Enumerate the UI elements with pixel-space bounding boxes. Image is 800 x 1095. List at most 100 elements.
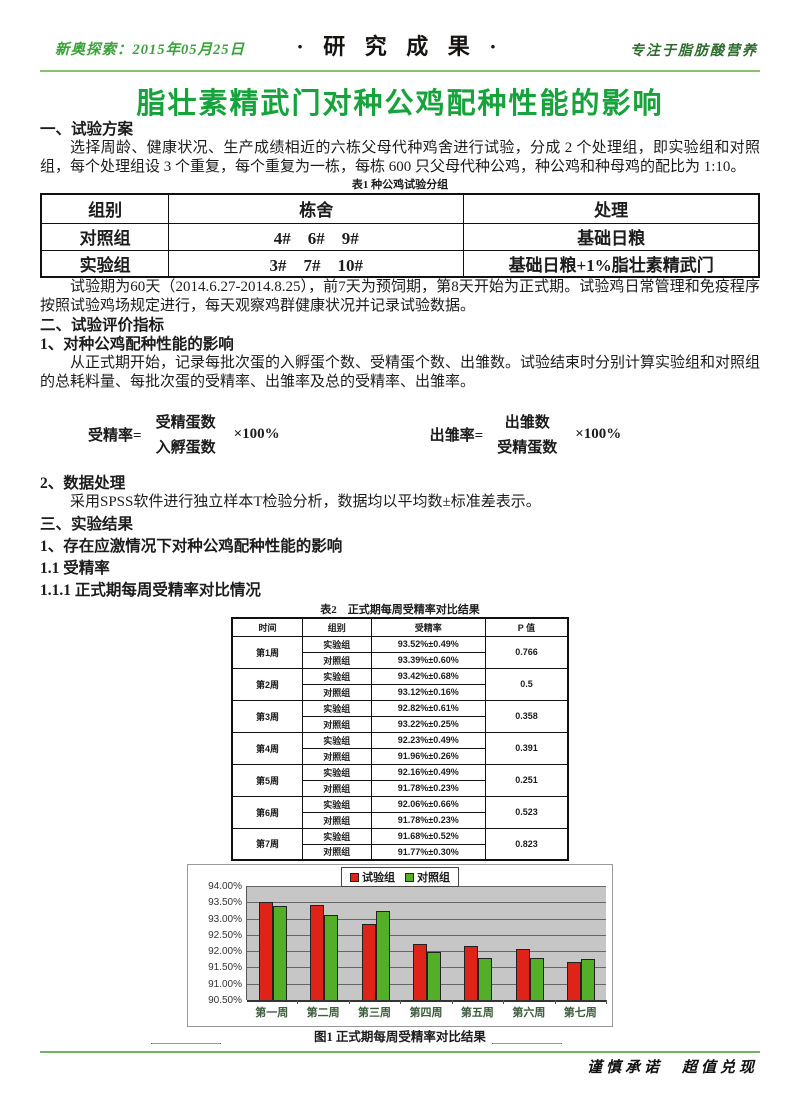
legend-swatch-green bbox=[405, 872, 414, 882]
group-cell: 对照组 bbox=[302, 747, 372, 765]
heading-3-1: 1、存在应激情况下对种公鸡配种性能的影响 bbox=[40, 538, 343, 555]
table1-header-group: 组别 bbox=[40, 193, 170, 224]
table-row: 对照组 91.77%±0.30% bbox=[232, 843, 568, 861]
table2-header-group: 组别 bbox=[302, 617, 372, 637]
heading-3-1-1: 1.1 受精率 bbox=[40, 560, 110, 577]
table-row: 时间 组别 受精率 P 值 bbox=[231, 617, 569, 637]
bar-试验组-第四周 bbox=[413, 943, 427, 1000]
x-axis-tick bbox=[297, 1000, 299, 1004]
bar-对照组-第二周 bbox=[324, 914, 339, 1000]
y-axis-tick-label: 91.00% bbox=[208, 978, 242, 990]
pvalue-cell: 0.391 bbox=[484, 731, 569, 765]
legend-item-experimental: 试验组 bbox=[350, 869, 395, 885]
paragraph-spss: 采用SPSS软件进行独立样本T检验分析，数据均以平均数±标准差表示。 bbox=[70, 494, 541, 510]
heading-3-1-1-1: 1.1.1 正式期每周受精率对比情况 bbox=[40, 582, 261, 599]
group-cell: 实验组 bbox=[302, 667, 372, 685]
bar-试验组-第一周 bbox=[258, 901, 273, 1000]
formula-rhs: ×100% bbox=[575, 425, 622, 442]
legend-item-control: 对照组 bbox=[405, 869, 450, 885]
table-row: 第6周 实验组 92.06%±0.66% 0.523 bbox=[231, 795, 569, 829]
page-title: 脂壮素精武门对种公鸡配种性能的影响 bbox=[136, 88, 664, 120]
bar-试验组-第三周 bbox=[361, 924, 376, 1000]
header-date-brand: 新奥探索：2015年05月25日 bbox=[55, 42, 245, 58]
x-axis-tick bbox=[348, 1000, 350, 1004]
rate-cell: 91.77%±0.30% bbox=[370, 843, 486, 861]
group-cell: 实验组 bbox=[302, 635, 372, 653]
pvalue-cell: 0.5 bbox=[484, 667, 569, 701]
table-row: 组别 栋舍 处理 bbox=[40, 193, 760, 224]
formula-denominator: 受精蛋数 bbox=[497, 440, 558, 456]
table1-cell: 基础日粮+1%脂壮素精武门 bbox=[463, 249, 760, 278]
rate-cell: 92.16%±0.49% bbox=[370, 763, 486, 781]
table-row: 实验组 3# 7# 10# 基础日粮+1%脂壮素精武门 bbox=[40, 249, 760, 278]
table-row: 对照组 91.78%±0.23% bbox=[232, 779, 568, 797]
bar-对照组-第三周 bbox=[375, 911, 390, 1000]
group-cell: 实验组 bbox=[302, 763, 372, 781]
gridline bbox=[247, 1000, 606, 1002]
rate-cell: 93.22%±0.25% bbox=[370, 715, 486, 733]
table1-cell: 实验组 bbox=[40, 249, 170, 278]
x-axis-tick bbox=[400, 1000, 402, 1004]
x-axis-tick bbox=[554, 1000, 556, 1004]
rate-cell: 91.78%±0.23% bbox=[370, 811, 486, 829]
table1-header-house: 栋舍 bbox=[168, 193, 465, 224]
table-weekly-fertilization: 时间 组别 受精率 P 值 第1周 实验组 93.52%±0.49% 0.766… bbox=[231, 617, 569, 861]
table-row: 第2周 实验组 93.42%±0.68% 0.5 bbox=[231, 667, 569, 701]
pvalue-cell: 0.358 bbox=[484, 699, 569, 733]
table2-header-time: 时间 bbox=[231, 617, 304, 637]
footer-slogan: 谨慎承诺 超值兑现 bbox=[586, 1060, 758, 1076]
formula-numerator: 出雏数 bbox=[504, 415, 550, 431]
heading-2-2: 2、数据处理 bbox=[40, 475, 126, 492]
legend-swatch-red bbox=[350, 872, 359, 882]
week-cell: 第6周 bbox=[231, 795, 304, 829]
figure-caption: 图1 正式期每周受精率对比结果 bbox=[314, 1030, 486, 1044]
bar-对照组-第六周 bbox=[529, 958, 544, 1000]
x-axis-tick-label: 第五周 bbox=[460, 1007, 494, 1019]
group-cell: 对照组 bbox=[302, 683, 372, 701]
pvalue-cell: 0.251 bbox=[484, 763, 569, 797]
formula-rhs: ×100% bbox=[233, 425, 280, 442]
y-axis-tick-label: 93.00% bbox=[208, 913, 242, 925]
table-row: 对照组 4# 6# 9# 基础日粮 bbox=[40, 222, 760, 251]
pvalue-cell: 0.766 bbox=[484, 635, 569, 669]
pvalue-cell: 0.523 bbox=[484, 795, 569, 829]
table1-header-treatment: 处理 bbox=[463, 193, 760, 224]
fraction-bar bbox=[150, 1043, 221, 1044]
rate-cell: 93.39%±0.60% bbox=[370, 651, 486, 669]
x-axis-tick-label: 第六周 bbox=[512, 1007, 546, 1019]
table1-caption: 表1 种公鸡试验分组 bbox=[351, 179, 449, 191]
bar-试验组-第六周 bbox=[515, 949, 530, 1000]
group-cell: 对照组 bbox=[302, 715, 372, 733]
week-cell: 第5周 bbox=[231, 763, 304, 797]
legend-label: 对照组 bbox=[417, 872, 450, 884]
week-cell: 第1周 bbox=[231, 635, 304, 669]
formula-lhs: 出雏率= bbox=[429, 427, 484, 444]
y-axis-tick-label: 91.50% bbox=[208, 962, 242, 974]
paragraph-plan: 选择周龄、健康状况、生产成绩相近的六栋父母代种鸡舍进行试验，分成 2 个处理组，… bbox=[40, 140, 760, 175]
x-axis-tick-label: 第一周 bbox=[255, 1007, 289, 1019]
rate-cell: 92.23%±0.49% bbox=[370, 731, 486, 749]
paragraph-records: 从正式期开始，记录每批次蛋的入孵蛋个数、受精蛋个数、出雏数。试验结束时分别计算实… bbox=[40, 355, 761, 390]
rate-cell: 93.42%±0.68% bbox=[370, 667, 486, 685]
rate-cell: 93.12%±0.16% bbox=[370, 683, 486, 701]
week-cell: 第4周 bbox=[231, 731, 304, 765]
x-axis-tick-label: 第四周 bbox=[409, 1007, 443, 1019]
fraction-bar bbox=[492, 1043, 563, 1044]
document-body: 一、试验方案 选择周龄、健康状况、生产成绩相近的六栋父母代种鸡舍进行试验，分成 … bbox=[40, 120, 760, 1044]
x-axis-tick-label: 第二周 bbox=[306, 1007, 340, 1019]
table1-cell: 基础日粮 bbox=[463, 222, 760, 251]
pvalue-cell: 0.823 bbox=[484, 827, 569, 861]
group-cell: 实验组 bbox=[302, 731, 372, 749]
y-axis-tick-label: 92.00% bbox=[208, 946, 242, 958]
header-divider bbox=[40, 70, 760, 72]
formulas: 受精率= 受精蛋数 入孵蛋数 ×100% 出雏率= 出雏数 受精蛋数 ×100% bbox=[88, 402, 760, 1044]
gridline bbox=[247, 918, 606, 920]
chart-plot-area bbox=[246, 886, 606, 1002]
header-banner: · 研 究 成 果 · bbox=[296, 34, 504, 59]
group-cell: 对照组 bbox=[302, 811, 372, 829]
table2-caption: 表2 正式期每周受精率对比结果 bbox=[320, 604, 480, 616]
table1-cell: 3# 7# 10# bbox=[168, 249, 465, 278]
rate-cell: 93.52%±0.49% bbox=[370, 635, 486, 653]
formula-denominator: 入孵蛋数 bbox=[155, 440, 216, 456]
bar-对照组-第四周 bbox=[427, 952, 441, 1000]
